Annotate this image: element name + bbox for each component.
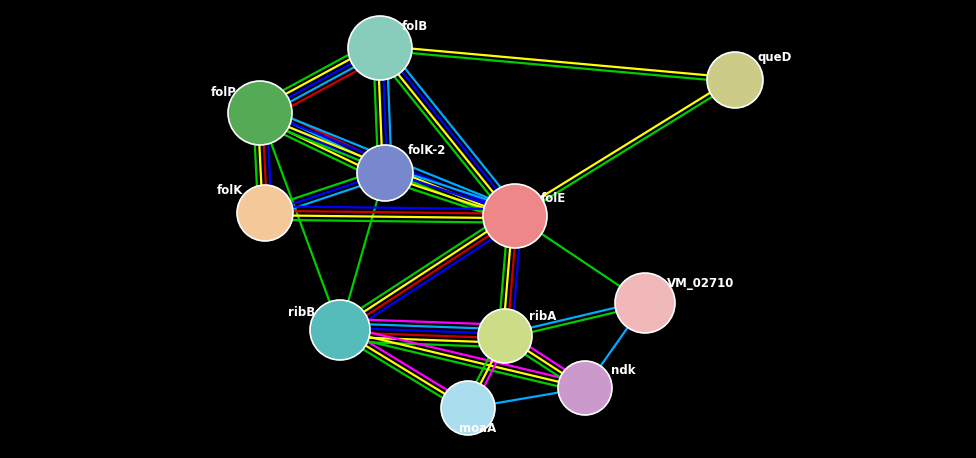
Text: moaA: moaA: [460, 421, 497, 435]
Text: ribA: ribA: [529, 310, 556, 322]
Circle shape: [558, 361, 612, 415]
Text: folB: folB: [402, 20, 428, 33]
Text: queD: queD: [757, 51, 793, 65]
Circle shape: [478, 309, 532, 363]
Circle shape: [237, 185, 293, 241]
Circle shape: [707, 52, 763, 108]
Circle shape: [357, 145, 413, 201]
Text: folK: folK: [217, 185, 243, 197]
Circle shape: [441, 381, 495, 435]
Text: VM_02710: VM_02710: [668, 277, 735, 289]
Circle shape: [483, 184, 547, 248]
Circle shape: [228, 81, 292, 145]
Text: ndk: ndk: [611, 364, 635, 376]
Text: folE: folE: [541, 191, 566, 205]
Text: folP: folP: [211, 87, 237, 99]
Text: folK-2: folK-2: [408, 145, 446, 158]
Circle shape: [310, 300, 370, 360]
Circle shape: [615, 273, 675, 333]
Circle shape: [348, 16, 412, 80]
Text: ribB: ribB: [288, 305, 315, 318]
